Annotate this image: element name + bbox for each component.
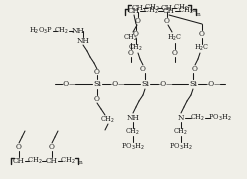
Text: O: O xyxy=(172,49,178,57)
Text: CH: CH xyxy=(161,4,173,12)
Text: CH: CH xyxy=(132,4,144,12)
Text: n: n xyxy=(193,8,197,13)
Text: PO$_3$H$_2$: PO$_3$H$_2$ xyxy=(169,142,193,152)
Text: CH: CH xyxy=(46,157,58,165)
Text: CH$_2$: CH$_2$ xyxy=(54,26,70,36)
Text: O: O xyxy=(135,17,141,25)
Text: NH: NH xyxy=(77,37,89,45)
Text: n: n xyxy=(197,11,201,16)
Text: CH$_2$: CH$_2$ xyxy=(190,113,206,123)
Text: O: O xyxy=(49,143,55,151)
Text: CH$_2$: CH$_2$ xyxy=(128,43,144,53)
Text: O: O xyxy=(164,17,170,25)
Text: O: O xyxy=(192,65,198,73)
Text: O: O xyxy=(94,95,100,103)
Text: H$_2$O$_3$P: H$_2$O$_3$P xyxy=(29,26,53,36)
Text: NH: NH xyxy=(126,114,140,122)
Text: CH$_2$: CH$_2$ xyxy=(101,115,116,125)
Text: CH$_2$: CH$_2$ xyxy=(27,156,43,166)
Text: CH$_2$: CH$_2$ xyxy=(125,127,141,137)
Text: O: O xyxy=(199,30,205,38)
Text: Si: Si xyxy=(141,80,149,88)
Text: —O—: —O— xyxy=(106,80,126,88)
Text: —O—: —O— xyxy=(57,80,77,88)
Text: H$_2$C: H$_2$C xyxy=(167,33,183,43)
Text: O: O xyxy=(128,49,134,57)
Text: CH: CH xyxy=(13,157,25,165)
Text: N: N xyxy=(178,114,184,122)
Text: Si: Si xyxy=(189,80,197,88)
Text: CH$_2$: CH$_2$ xyxy=(124,33,139,43)
Text: CH$_2$: CH$_2$ xyxy=(60,156,76,166)
Text: CH: CH xyxy=(128,7,140,15)
Text: CH$_2$: CH$_2$ xyxy=(178,6,194,16)
Text: PO$_3$H$_2$: PO$_3$H$_2$ xyxy=(208,113,232,123)
Text: n: n xyxy=(79,161,83,166)
Text: O: O xyxy=(94,68,100,76)
Text: PO$_3$H$_2$: PO$_3$H$_2$ xyxy=(121,142,145,152)
Text: O: O xyxy=(140,65,146,73)
Text: O: O xyxy=(133,30,139,38)
Text: CH: CH xyxy=(163,7,175,15)
Text: H$_2$C: H$_2$C xyxy=(194,43,210,53)
Text: NH: NH xyxy=(72,27,84,35)
Text: Si: Si xyxy=(93,80,101,88)
Text: CH$_2$: CH$_2$ xyxy=(144,3,160,13)
Text: CH$_2$: CH$_2$ xyxy=(173,3,189,13)
Text: —O—: —O— xyxy=(202,80,222,88)
Text: O: O xyxy=(16,143,22,151)
Text: CH$_2$: CH$_2$ xyxy=(143,6,159,16)
Text: —O—: —O— xyxy=(154,80,174,88)
Text: CH$_2$: CH$_2$ xyxy=(173,127,188,137)
